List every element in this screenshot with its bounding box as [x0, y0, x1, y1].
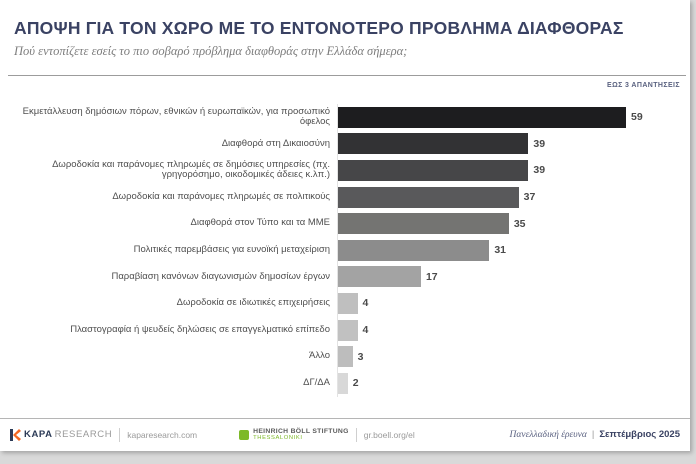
value-label: 4: [362, 297, 369, 310]
survey-date-text: Σεπτέμβριος 2025: [599, 429, 680, 440]
kapa-brand-text: KAPA: [24, 429, 53, 440]
value-label: 35: [513, 217, 526, 230]
value-label: 4: [362, 324, 369, 337]
category-label: Εκμετάλλευση δημόσιων πόρων, εθνικών ή ε…: [22, 105, 330, 128]
bar-area: 31: [337, 236, 686, 264]
survey-info: Πανελλαδική έρευνα | Σεπτέμβριος 2025: [510, 429, 680, 440]
category-label: Άλλο: [309, 350, 330, 362]
boell-name-text: HEINRICH BÖLL STIFTUNG: [253, 427, 349, 435]
chart-row: Διαφθορά στη Δικαιοσύνη 39: [8, 130, 686, 158]
category-label: Παραβίαση κανόνων διαγωνισμών δημοσίων έ…: [111, 270, 330, 282]
bar: [338, 159, 529, 181]
bar-area: 37: [337, 183, 686, 211]
bar: [338, 346, 353, 368]
category-label: Διαφθορά στον Τύπο και τα ΜΜΕ: [190, 217, 331, 229]
page-subtitle: Πού εντοπίζετε εσείς το πιο σοβαρό πρόβλ…: [14, 44, 408, 58]
boell-url-link[interactable]: gr.boell.org/el: [363, 429, 415, 440]
bar-area: 3: [337, 343, 686, 370]
category-label: Δωροδοκία και παράνομες πληρωμές σε πολι…: [112, 190, 330, 202]
footer-divider-line: [355, 427, 357, 442]
kapa-k-icon: [10, 428, 21, 441]
category-label: Πλαστογραφία ή ψευδείς δηλώσεις σε επαγγ…: [70, 323, 330, 335]
bar: [338, 319, 358, 341]
footer: KAPA RESEARCH kaparesearch.com HEINRICH …: [0, 418, 690, 450]
header-divider: [8, 75, 686, 76]
chart-row: Δωροδοκία και παράνομες πληρωμές σε πολι…: [8, 183, 686, 211]
kapa-research-logo: KAPA RESEARCH kaparesearch.com: [10, 427, 198, 442]
chart-row: Δωροδοκία και παράνομες πληρωμές σε δημό…: [8, 157, 686, 184]
chart-row: Εκμετάλλευση δημόσιων πόρων, εθνικών ή ε…: [8, 104, 686, 131]
value-label: 17: [425, 270, 438, 283]
bar: [338, 239, 490, 261]
bar-area: 59: [337, 104, 686, 131]
boell-sub-text: THESSALONIKI: [253, 435, 303, 442]
kapa-brand-text-2: RESEARCH: [54, 429, 113, 440]
bar-area: 4: [337, 316, 686, 344]
kapa-url-link[interactable]: kaparesearch.com: [127, 429, 198, 440]
value-label: 37: [523, 191, 536, 204]
survey-separator: |: [591, 429, 595, 440]
bar-area: 2: [337, 369, 686, 397]
value-label: 2: [352, 377, 359, 390]
chart-row: Πλαστογραφία ή ψευδείς δηλώσεις σε επαγγ…: [8, 316, 686, 344]
value-label: 39: [533, 164, 546, 177]
chart-row: Παραβίαση κανόνων διαγωνισμών δημοσίων έ…: [8, 263, 686, 291]
bar: [338, 266, 421, 288]
slide-page: ΑΠΟΨΗ ΓΙΑ ΤΟΝ ΧΩΡΟ ΜΕ ΤΟ ΕΝΤΟΝΟΤΕΡΟ ΠΡΟΒ…: [0, 0, 690, 451]
category-label: Δωροδοκία και παράνομες πληρωμές σε δημό…: [52, 158, 330, 181]
bar: [338, 372, 348, 394]
bar-area: 17: [337, 263, 686, 291]
bar: [338, 292, 358, 314]
page-title: ΑΠΟΨΗ ΓΙΑ ΤΟΝ ΧΩΡΟ ΜΕ ΤΟ ΕΝΤΟΝΟΤΕΡΟ ΠΡΟΒ…: [14, 18, 624, 38]
chart-row: Πολιτικές παρεμβάσεις για ευνοϊκή μεταχε…: [8, 236, 686, 264]
value-label: 3: [357, 350, 364, 363]
value-label: 59: [631, 111, 643, 124]
boell-green-icon: [239, 429, 250, 440]
footer-divider-line: [119, 427, 121, 442]
category-label: Διαφθορά στη Δικαιοσύνη: [221, 137, 330, 149]
bar-chart: Εκμετάλλευση δημόσιων πόρων, εθνικών ή ε…: [8, 104, 686, 397]
answers-note: ΕΩΣ 3 ΑΠΑΝΤΗΣΕΙΣ: [607, 82, 680, 89]
bar-area: 39: [337, 130, 686, 158]
category-label: Πολιτικές παρεμβάσεις για ευνοϊκή μεταχε…: [133, 243, 330, 255]
bar: [338, 213, 509, 235]
bar: [338, 186, 519, 208]
bar: [338, 133, 529, 155]
survey-type-text: Πανελλαδική έρευνα: [509, 429, 587, 440]
chart-row: Διαφθορά στον Τύπο και τα ΜΜΕ 35: [8, 210, 686, 237]
value-label: 39: [533, 137, 546, 150]
bar-area: 4: [337, 290, 686, 317]
chart-row: Άλλο 3: [8, 343, 686, 370]
category-label: ΔΓ/ΔΑ: [303, 376, 330, 388]
chart-row: ΔΓ/ΔΑ 2: [8, 369, 686, 397]
value-label: 31: [494, 244, 506, 257]
bar-area: 35: [337, 210, 686, 237]
boell-logo: HEINRICH BÖLL STIFTUNG THESSALONIKI gr.b…: [239, 427, 415, 442]
chart-row: Δωροδοκία σε ιδιωτικές επιχειρήσεις 4: [8, 290, 686, 317]
bar: [338, 106, 626, 128]
bar-area: 39: [337, 157, 686, 184]
category-label: Δωροδοκία σε ιδιωτικές επιχειρήσεις: [176, 297, 330, 309]
